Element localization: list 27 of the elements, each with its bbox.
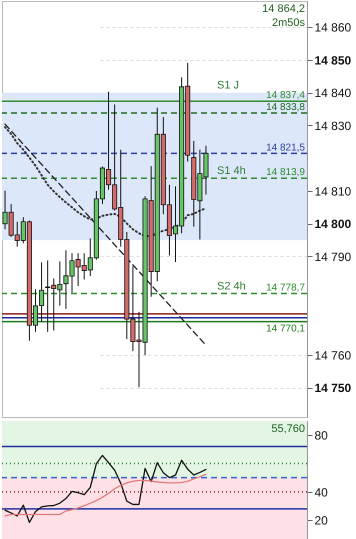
ref-line-label: 14 813,9 bbox=[266, 167, 306, 178]
ref-line-label: 14 770,1 bbox=[266, 324, 306, 335]
y-tick-label: 14 800 bbox=[314, 217, 352, 232]
y-tick-label: 14 790 bbox=[314, 250, 352, 264]
y-tick-label: 20 bbox=[314, 514, 328, 528]
y-tick-label: 14 850 bbox=[314, 53, 352, 68]
ref-line-label: 14 778,7 bbox=[266, 282, 306, 294]
ref-line-label: 14 837,4 bbox=[266, 90, 306, 102]
ref-line-label: 14 833,8 bbox=[266, 102, 306, 114]
annotation: S1 J bbox=[217, 80, 240, 92]
text: 14 864,2 bbox=[262, 3, 305, 15]
y-tick-label: 14 760 bbox=[314, 348, 352, 362]
text: 55,760 bbox=[271, 423, 305, 435]
annotation: S2 4h bbox=[217, 280, 246, 293]
line-series bbox=[4, 126, 207, 238]
y-tick-label: 14 840 bbox=[314, 86, 352, 100]
y-tick-label: 14 750 bbox=[314, 381, 352, 396]
y-tick-label: 14 810 bbox=[314, 184, 352, 198]
line-series bbox=[4, 474, 207, 517]
text: 2m50s bbox=[272, 17, 306, 29]
y-tick-label: 80 bbox=[314, 428, 328, 443]
y-tick-label: 40 bbox=[314, 485, 328, 500]
ref-line-label: 14 821,5 bbox=[266, 142, 306, 154]
line-series bbox=[4, 454, 207, 524]
y-tick-label: 14 830 bbox=[314, 118, 352, 133]
annotation: S1 4h bbox=[217, 165, 246, 178]
y-tick-label: 14 860 bbox=[314, 20, 352, 35]
